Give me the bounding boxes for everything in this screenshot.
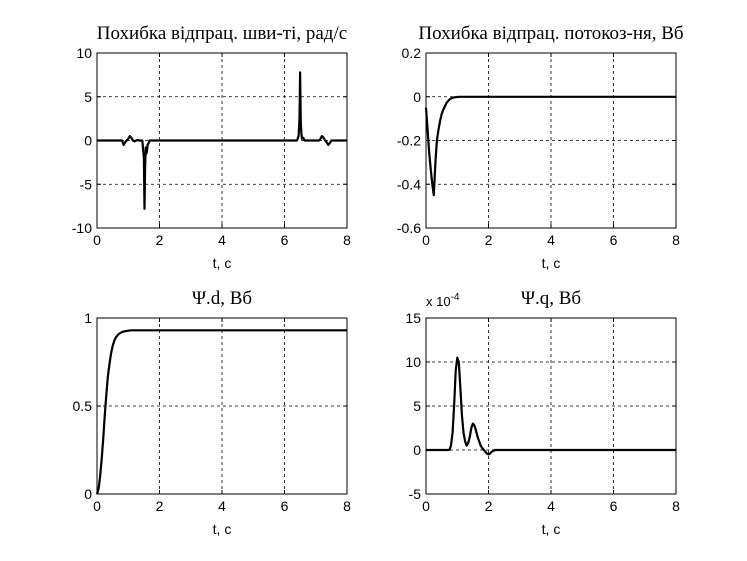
axis-exponent: x 10-4 xyxy=(426,292,460,309)
subplot-psi-d: 0 2 4 6 8 0 0.5 1 Ψ.d, Вб t, c xyxy=(73,288,352,537)
x-tick-label: 2 xyxy=(156,232,164,248)
x-axis-label: t, c xyxy=(213,521,232,537)
x-tick-label: 8 xyxy=(343,232,351,248)
x-tick-label: 2 xyxy=(485,498,493,514)
x-tick-label: 0 xyxy=(93,232,101,248)
y-tick-label: 0 xyxy=(84,133,92,149)
x-tick-label: 6 xyxy=(610,232,618,248)
x-tick-label: 6 xyxy=(281,498,289,514)
x-tick-label: 0 xyxy=(422,232,430,248)
y-tick-label: 0 xyxy=(413,89,421,105)
x-tick-label: 8 xyxy=(343,498,351,514)
y-tick-label: -0.2 xyxy=(397,133,421,149)
y-tick-label: 1 xyxy=(84,310,92,326)
x-tick-label: 8 xyxy=(672,498,680,514)
y-tick-label: -0.6 xyxy=(397,220,421,236)
x-tick-label: 6 xyxy=(281,232,289,248)
subplot-title: Ψ.d, Вб xyxy=(192,288,252,309)
x-tick-label: 2 xyxy=(485,232,493,248)
y-tick-label: -0.4 xyxy=(397,176,421,192)
subplot-title: Ψ.q, Вб xyxy=(521,288,581,309)
y-tick-label: 0.5 xyxy=(73,398,93,414)
subplot-title: Похибка відпрац. потокоз-ня, Вб xyxy=(418,23,683,44)
axis-exponent-base: x 10 xyxy=(426,294,451,309)
x-tick-label: 0 xyxy=(422,498,430,514)
y-tick-label: -5 xyxy=(80,176,93,192)
subplot-speed-error: 0 2 4 6 8 -10 -5 0 5 10 Похибка відпрац. шви-ті, р… xyxy=(72,23,351,271)
x-tick-label: 6 xyxy=(610,498,618,514)
x-tick-label: 4 xyxy=(218,232,226,248)
x-tick-label: 4 xyxy=(547,232,555,248)
x-axis-label: t, c xyxy=(542,521,561,537)
y-tick-label: 0 xyxy=(84,486,92,502)
y-tick-label: -5 xyxy=(409,486,422,502)
x-tick-label: 0 xyxy=(93,498,101,514)
x-tick-label: 8 xyxy=(672,232,680,248)
series-line xyxy=(424,95,676,197)
axis-exponent-power: -4 xyxy=(451,292,460,303)
x-axis-label: t, c xyxy=(213,255,232,271)
y-tick-label: 0 xyxy=(413,442,421,458)
x-tick-label: 4 xyxy=(218,498,226,514)
y-tick-label: 0.2 xyxy=(402,45,422,61)
y-tick-label: 5 xyxy=(413,398,421,414)
x-axis-label: t, c xyxy=(542,255,561,271)
x-tick-label: 2 xyxy=(156,498,164,514)
y-tick-label: 10 xyxy=(76,45,92,61)
series-line xyxy=(95,329,347,495)
series-line xyxy=(426,356,676,456)
series-line xyxy=(97,71,347,210)
x-tick-label: 4 xyxy=(547,498,555,514)
subplot-title: Похибка відпрац. шви-ті, рад/с xyxy=(97,23,347,44)
y-tick-label: 10 xyxy=(405,354,421,370)
y-tick-label: 15 xyxy=(405,310,421,326)
y-tick-label: 5 xyxy=(84,89,92,105)
y-tick-label: -10 xyxy=(72,220,92,236)
